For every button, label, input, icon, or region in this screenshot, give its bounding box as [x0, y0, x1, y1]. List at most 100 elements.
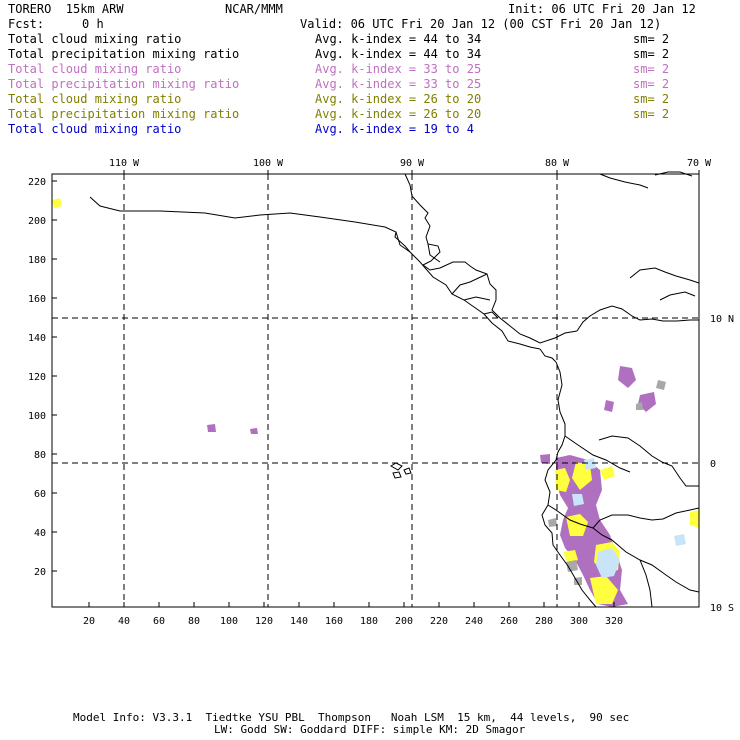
lat-label: 10 S	[710, 603, 734, 614]
coastline	[547, 504, 613, 541]
legend-sm: sm= 2	[633, 107, 670, 121]
legend-sm: sm= 2	[633, 92, 670, 106]
y-tick-label: 140	[28, 333, 46, 344]
coastline	[564, 435, 631, 473]
coastline	[463, 296, 491, 301]
y-tick-label: 180	[28, 255, 46, 266]
field-blob	[596, 548, 620, 578]
field-blob	[674, 534, 686, 546]
x-tick-label: 260	[500, 616, 518, 627]
init-time: Init: 06 UTC Fri 20 Jan 12	[508, 2, 696, 16]
y-tick-label: 20	[34, 567, 46, 578]
lat-lon-grid	[52, 174, 699, 607]
fcst-label: Fcst:	[8, 17, 45, 31]
y-tick-label: 100	[28, 411, 46, 422]
coastline	[89, 196, 541, 350]
legend-index: Avg. k-index = 44 to 34	[315, 32, 482, 46]
x-tick-label: 200	[395, 616, 413, 627]
legend-field: Total cloud mixing ratio	[8, 92, 182, 106]
lat-label: 0	[710, 459, 716, 470]
legend-field: Total precipitation mixing ratio	[8, 107, 240, 121]
field-blob	[52, 198, 62, 208]
field-blob	[636, 402, 643, 410]
field-blob	[572, 494, 584, 506]
fcst-value: 0 h	[82, 17, 104, 31]
x-tick-label: 20	[83, 616, 95, 627]
field-blob	[656, 380, 666, 390]
y-tick-label: 80	[34, 450, 46, 461]
coastline	[427, 243, 441, 263]
coastline	[539, 348, 557, 363]
legend-index: Avg. k-index = 19 to 4	[315, 122, 474, 136]
coastline	[451, 273, 488, 295]
x-tick-label: 280	[535, 616, 553, 627]
legend-field: Total cloud mixing ratio	[8, 122, 182, 136]
coastline	[639, 559, 653, 608]
field-blob	[207, 424, 216, 432]
x-tick-label: 320	[605, 616, 623, 627]
coastline	[611, 539, 700, 593]
legend-sm: sm= 2	[633, 47, 670, 61]
coastline	[395, 231, 411, 253]
legend-field: Total cloud mixing ratio	[8, 62, 182, 76]
x-tick-label: 240	[465, 616, 483, 627]
legend-sm: sm= 2	[633, 77, 670, 91]
field-blob	[250, 428, 258, 434]
valid-time: Valid: 06 UTC Fri 20 Jan 12 (00 CST Fri …	[300, 17, 662, 31]
field-blob	[590, 576, 618, 604]
lon-label: 70 W	[687, 158, 712, 169]
field-blob	[690, 510, 699, 528]
field-blob	[604, 400, 614, 412]
model-info-line1: Model Info: V3.3.1 Tiedtke YSU PBL Thomp…	[73, 711, 630, 724]
coastline	[403, 467, 412, 475]
model-title: TORERO 15km ARW	[8, 2, 124, 16]
coastline	[592, 507, 700, 529]
legend-index: Avg. k-index = 44 to 34	[315, 47, 482, 61]
y-tick-label: 160	[28, 294, 46, 305]
lon-label: 100 W	[253, 158, 284, 169]
axis-labels: 110 W 100 W 90 W 80 W 70 W 10 N 0 10 S 220 200 180…	[28, 158, 734, 627]
y-tick-label: 220	[28, 177, 46, 188]
x-tick-label: 40	[118, 616, 130, 627]
field-blob	[540, 454, 550, 464]
legend-index: Avg. k-index = 33 to 25	[315, 77, 482, 91]
field-blob	[600, 466, 615, 480]
x-tick-label: 160	[325, 616, 343, 627]
coastline	[483, 311, 499, 319]
y-tick-label: 60	[34, 489, 46, 500]
field-blob	[548, 518, 557, 527]
center-label: NCAR/MMM	[225, 2, 283, 16]
map-frame	[51, 173, 700, 608]
field-blob	[584, 458, 596, 470]
coastline	[390, 462, 403, 471]
axis-ticks	[52, 170, 700, 607]
x-tick-label: 100	[220, 616, 238, 627]
y-tick-label: 40	[34, 528, 46, 539]
legend-sm: sm= 2	[633, 62, 670, 76]
field-blob	[566, 560, 578, 572]
model-info-line2: LW: Godd SW: Goddard DIFF: simple KM: 2D…	[214, 723, 526, 736]
legend-field: Total precipitation mixing ratio	[8, 77, 240, 91]
legend-index: Avg. k-index = 26 to 20	[315, 92, 482, 106]
legend-field: Total cloud mixing ratio	[8, 32, 182, 46]
x-tick-label: 220	[430, 616, 448, 627]
x-tick-label: 140	[290, 616, 308, 627]
lat-label: 10 N	[710, 314, 734, 325]
coastline	[404, 173, 578, 344]
coastline	[392, 471, 402, 479]
lon-label: 90 W	[400, 158, 425, 169]
field-blob	[555, 468, 570, 492]
coastline	[576, 305, 699, 332]
x-tick-label: 60	[153, 616, 165, 627]
coastline	[599, 173, 649, 189]
y-tick-label: 120	[28, 372, 46, 383]
coastline	[659, 291, 696, 301]
x-tick-label: 300	[570, 616, 588, 627]
legend-sm: sm= 2	[633, 32, 670, 46]
coastline	[598, 435, 699, 487]
precip-field-shading	[52, 198, 699, 607]
coastline	[541, 361, 597, 608]
x-tick-label: 80	[188, 616, 200, 627]
x-tick-label: 120	[255, 616, 273, 627]
